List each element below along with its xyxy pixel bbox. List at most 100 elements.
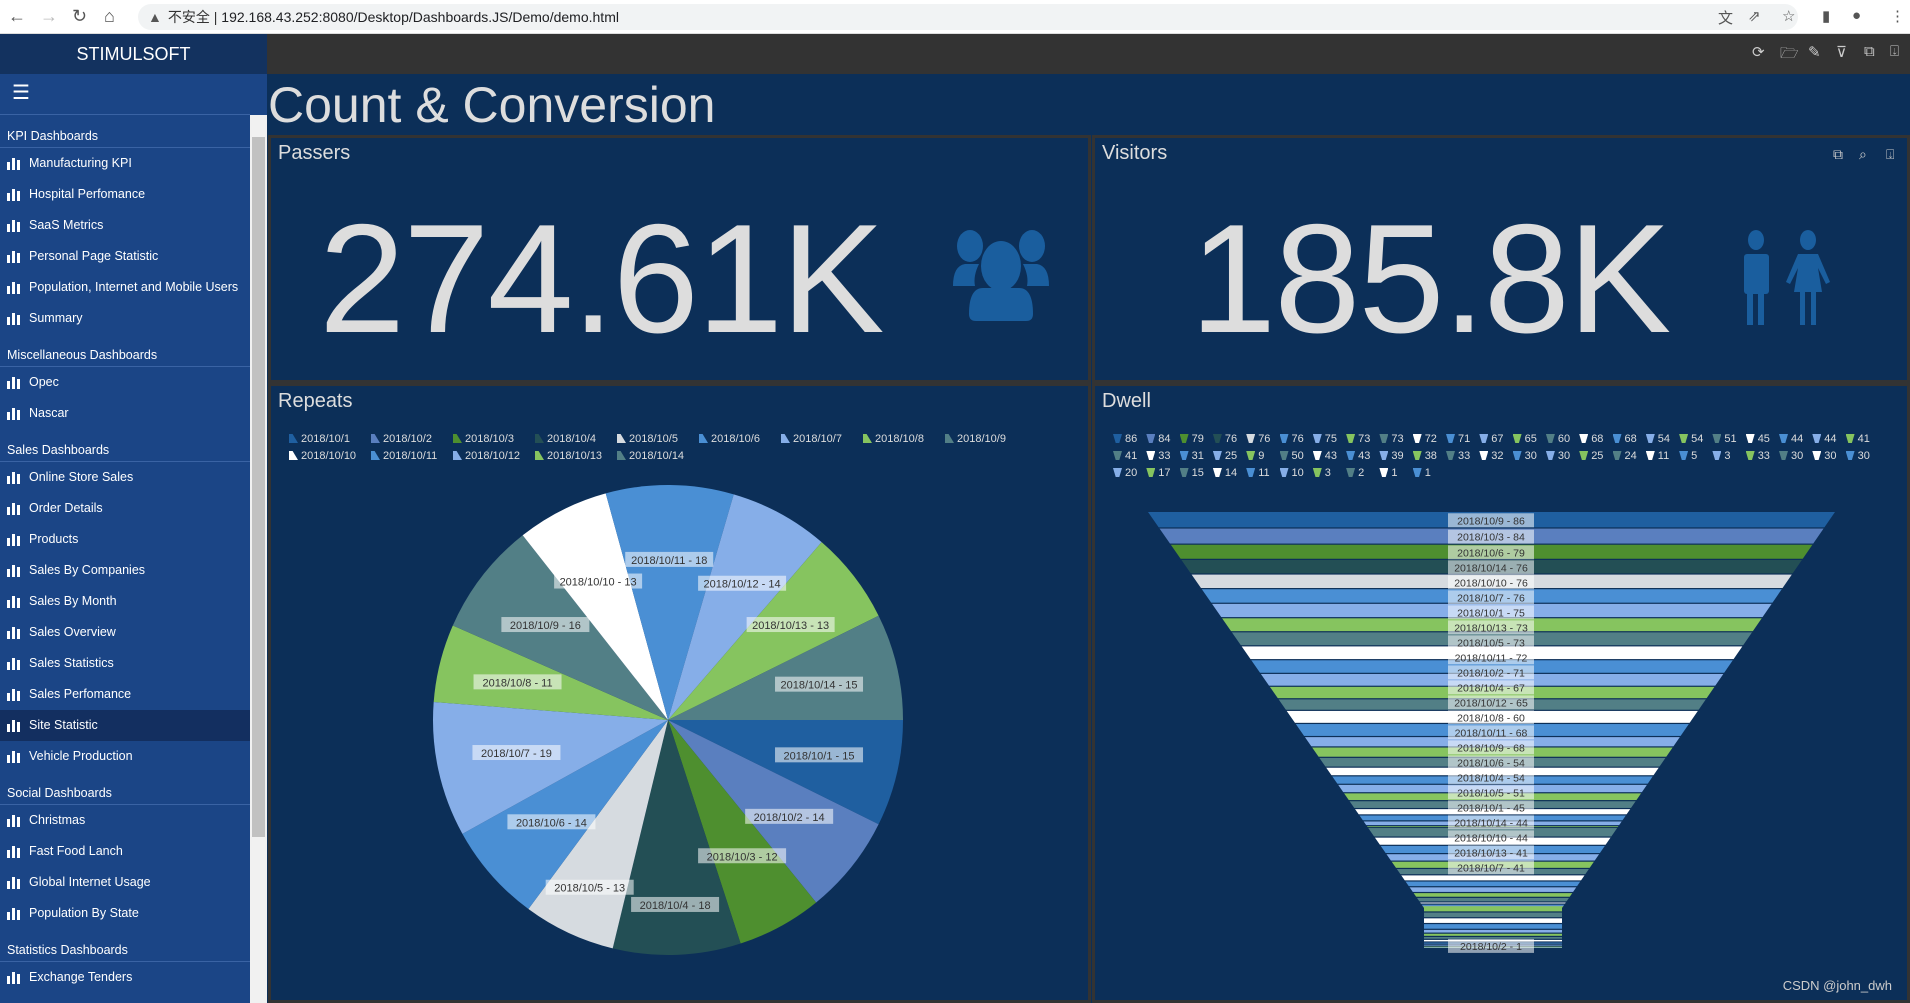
legend-item[interactable]: 54 (1645, 433, 1670, 445)
legend-item[interactable]: 11 (1246, 467, 1270, 479)
legend-item[interactable]: 2018/10/4 (535, 433, 596, 445)
sidebar-item[interactable]: Personal Page Statistic (0, 241, 250, 272)
address-bar[interactable]: ▲ 不安全 | 192.168.43.252:8080/Desktop/Dashb… (138, 4, 1798, 30)
pie-slice[interactable] (433, 625, 668, 720)
pie-slice[interactable] (668, 615, 903, 720)
legend-item[interactable]: 84 (1146, 433, 1171, 445)
legend-item[interactable]: 25 (1579, 450, 1603, 462)
sidepanel-icon[interactable]: ▮ (1822, 8, 1831, 25)
funnel-segment[interactable] (1135, 906, 1855, 912)
legend-item[interactable]: 2018/10/2 (371, 433, 432, 445)
legend-item[interactable]: 2018/10/1 (289, 433, 350, 445)
legend-item[interactable]: 68 (1579, 433, 1603, 445)
passers-panel[interactable]: Passers 274.61K (268, 135, 1091, 383)
pie-slice[interactable] (433, 702, 668, 834)
sidebar-item[interactable]: Population, Internet and Mobile Users (0, 272, 250, 303)
legend-item[interactable]: 38 (1412, 450, 1437, 462)
sidebar-item[interactable]: Online Store Sales (0, 462, 250, 493)
legend-item[interactable]: 1 (1379, 467, 1398, 479)
legend-item[interactable]: 24 (1612, 450, 1637, 462)
edit-icon[interactable]: ✎ (1808, 44, 1821, 61)
pie-chart[interactable]: 2018/10/1 - 15 2018/10/2 - 14 2018/10/3 - … (271, 386, 1091, 1003)
sidebar-item[interactable]: Opec (0, 367, 250, 398)
legend-item[interactable]: 20 (1113, 467, 1137, 479)
sidebar-item[interactable]: Nascar (0, 398, 250, 429)
sidebar-item[interactable]: SaaS Metrics (0, 210, 250, 241)
funnel-segment[interactable] (1135, 893, 1855, 897)
sidebar-item[interactable]: Sales Perfomance (0, 679, 250, 710)
legend-item[interactable]: 25 (1212, 450, 1237, 462)
pie-slice[interactable] (668, 720, 817, 944)
back-icon[interactable]: ← (8, 6, 26, 26)
legend-item[interactable]: 14 (1212, 467, 1237, 479)
sidebar-item[interactable]: Sales By Companies (0, 555, 250, 586)
legend-item[interactable]: 11 (1645, 450, 1669, 462)
legend-item[interactable]: 30 (1779, 450, 1803, 462)
legend-item[interactable]: 30 (1812, 450, 1837, 462)
sidebar-item[interactable]: Christmas (0, 805, 250, 836)
hamburger-icon[interactable]: ☰ (0, 74, 250, 115)
legend-item[interactable]: 41 (1845, 433, 1870, 445)
clear-filter-icon[interactable]: ⊽ (1836, 44, 1847, 61)
sidebar-item[interactable]: Sales By Month (0, 586, 250, 617)
legend-item[interactable]: 2018/10/11 (371, 450, 437, 462)
sidebar-item[interactable]: Order Details (0, 493, 250, 524)
legend-item[interactable]: 2018/10/10 (289, 450, 356, 462)
sidebar-item[interactable]: Sales Overview (0, 617, 250, 648)
pie-slice[interactable] (522, 493, 668, 720)
funnel-segment[interactable] (1135, 673, 1855, 686)
funnel-segment[interactable] (1135, 897, 1855, 902)
pie-slice[interactable] (612, 720, 741, 955)
funnel-segment[interactable] (1135, 887, 1855, 892)
legend-item[interactable]: 41 (1113, 450, 1137, 462)
legend-item[interactable]: 67 (1479, 433, 1504, 445)
funnel-chart[interactable]: 2018/10/9 - 86 2018/10/3 - 84 2018/10/6 - … (1095, 386, 1910, 1003)
legend-item[interactable]: 51 (1712, 433, 1737, 445)
menu-icon[interactable]: ⋮ (1890, 8, 1905, 25)
legend-item[interactable]: 30 (1545, 450, 1570, 462)
legend-item[interactable]: 2018/10/13 (535, 450, 602, 462)
reload-icon[interactable]: ↻ (72, 6, 88, 26)
legend-item[interactable]: 60 (1545, 433, 1570, 445)
legend-item[interactable]: 2018/10/3 (453, 433, 514, 445)
legend-item[interactable]: 39 (1379, 450, 1404, 462)
legend-item[interactable]: 73 (1346, 433, 1370, 445)
legend-item[interactable]: 31 (1179, 450, 1204, 462)
funnel-segment[interactable] (1135, 902, 1855, 904)
pie-slice[interactable] (668, 720, 903, 825)
legend-item[interactable]: 3 (1312, 467, 1331, 479)
sidebar-item[interactable]: Vehicle Production (0, 741, 250, 772)
fullscreen-icon[interactable]: ⧉ (1864, 43, 1875, 60)
legend-item[interactable]: 2018/10/14 (617, 450, 684, 462)
funnel-segment[interactable] (1135, 904, 1855, 906)
scrollbar-thumb[interactable] (252, 137, 265, 837)
funnel-segment[interactable] (1135, 924, 1855, 929)
sidebar-item[interactable]: Summary (0, 303, 250, 334)
legend-item[interactable]: 71 (1446, 433, 1470, 445)
translate-icon[interactable]: 文 (1718, 10, 1734, 27)
funnel-segment[interactable] (1135, 933, 1855, 936)
legend-item[interactable]: 45 (1745, 433, 1770, 445)
funnel-segment[interactable] (1135, 912, 1855, 918)
legend-item[interactable]: 72 (1412, 433, 1437, 445)
sidebar-item[interactable]: Global Internet Usage (0, 867, 250, 898)
sidebar-item[interactable]: Population By State (0, 898, 250, 929)
legend-item[interactable]: 44 (1812, 433, 1837, 445)
sidebar-item[interactable]: Fast Food Lanch (0, 836, 250, 867)
legend-item[interactable]: 73 (1379, 433, 1404, 445)
legend-item[interactable]: 2018/10/9 (945, 433, 1006, 445)
legend-item[interactable]: 5 (1679, 450, 1697, 462)
legend-item[interactable]: 30 (1845, 450, 1870, 462)
export-icon[interactable]: ⍗ (1886, 146, 1895, 162)
legend-item[interactable]: 2018/10/7 (781, 433, 842, 445)
legend-item[interactable]: 10 (1279, 467, 1304, 479)
repeats-panel[interactable]: Repeats 2018/10/1 2018/10/2 2018/10/3 2018/… (268, 383, 1091, 1003)
legend-item[interactable]: 1 (1412, 467, 1431, 479)
legend-item[interactable]: 44 (1779, 433, 1803, 445)
star-icon[interactable]: ☆ (1782, 8, 1796, 25)
legend-item[interactable]: 76 (1279, 433, 1304, 445)
funnel-segment[interactable] (1135, 929, 1855, 933)
funnel-segment[interactable] (1135, 875, 1855, 881)
sidebar-scrollbar[interactable] (250, 115, 267, 1003)
legend-item[interactable]: 2 (1346, 467, 1364, 479)
